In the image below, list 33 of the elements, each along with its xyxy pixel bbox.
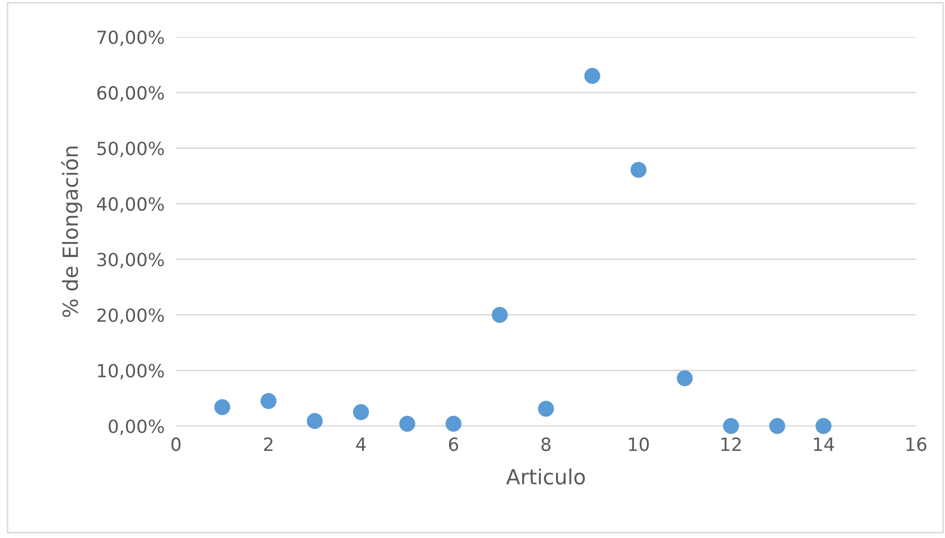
point <box>260 393 276 409</box>
point <box>399 416 416 432</box>
y-tick-label: 40,00% <box>96 197 164 213</box>
y-tick-label: 0,00% <box>108 419 164 435</box>
x-tick-label: 0 <box>171 437 181 452</box>
x-tick-label: 14 <box>814 438 834 451</box>
point <box>446 416 462 432</box>
point <box>723 418 739 434</box>
y-tick-label: 70,00% <box>98 30 164 46</box>
x-tick-label: 10 <box>628 437 649 452</box>
x-tick-label: 16 <box>906 437 926 452</box>
point <box>306 413 323 429</box>
x-tick-label: 2 <box>264 437 272 451</box>
x-tick-label: 8 <box>541 437 551 452</box>
x-tick-label: 12 <box>721 437 741 451</box>
point <box>676 370 693 386</box>
point <box>816 418 832 434</box>
y-tick-label: 30,00% <box>97 252 164 268</box>
point <box>538 400 554 417</box>
point <box>630 162 646 178</box>
point <box>769 418 786 434</box>
x-tick-label: 4 <box>356 438 366 451</box>
point <box>214 399 230 416</box>
y-tick-label: 20,00% <box>97 308 164 324</box>
point <box>584 68 600 84</box>
y-tick-label: 60,00% <box>97 86 164 102</box>
x-tick-label: 6 <box>449 437 458 452</box>
x-axis-title: Articulo <box>506 468 585 485</box>
y-tick-label: 50,00% <box>97 142 164 158</box>
point <box>353 404 369 420</box>
y-axis-title: % de Elongación <box>61 146 82 317</box>
y-tick-label: 10,00% <box>98 364 164 380</box>
point <box>492 306 508 323</box>
